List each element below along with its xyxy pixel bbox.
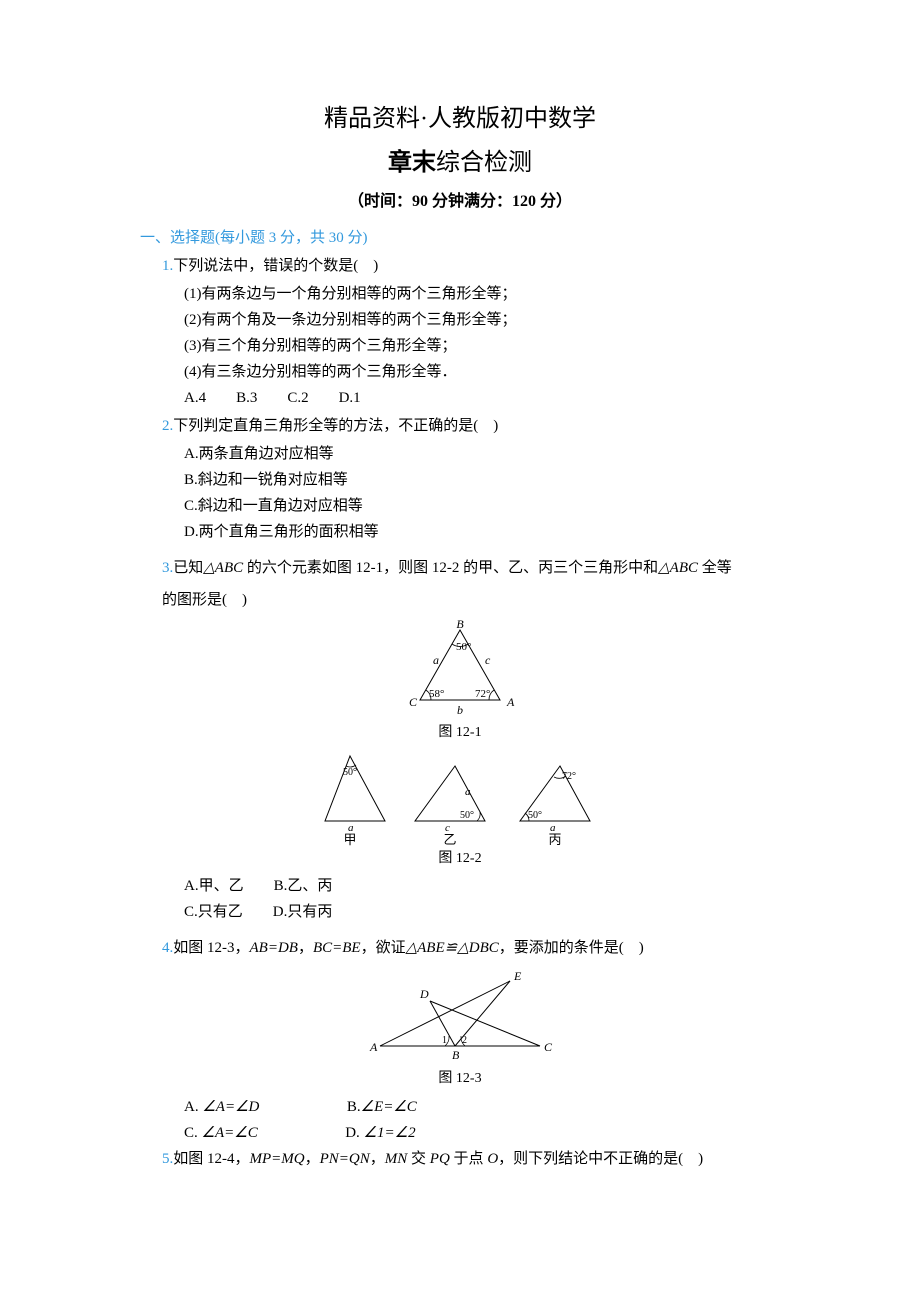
fig2-bing-50: 50° — [528, 810, 542, 821]
fig3-C: C — [544, 1040, 553, 1054]
question-2: 2.下列判定直角三角形全等的方法，不正确的是( ) — [162, 414, 780, 438]
q3-abc2: △ABC — [658, 560, 698, 576]
fig3-D: D — [419, 987, 429, 1001]
fig1-label-B: B — [456, 620, 464, 631]
fig1-label-c: c — [485, 653, 491, 667]
q1-sub1: (1)有两条边与一个角分别相等的两个三角形全等； — [184, 282, 780, 306]
q5-mpmq: MP=MQ — [250, 1151, 305, 1167]
header-line2-bold: 章末 — [388, 150, 436, 176]
q3-stem-post: 全等 — [698, 560, 732, 576]
q4-c2: ，欲证 — [361, 940, 406, 956]
q3-options-row2: C.只有乙 D.只有丙 — [184, 900, 780, 924]
q5-mn: MN — [385, 1151, 408, 1167]
q5-pre: 如图 12-4， — [173, 1151, 249, 1167]
q2-stem: 下列判定直角三角形全等的方法，不正确的是( ) — [173, 418, 498, 434]
section-1-heading: 一、选择题(每小题 3 分，共 30 分) — [140, 226, 780, 250]
q1-stem: 下列说法中，错误的个数是( ) — [173, 258, 378, 274]
q4-optB-pre: B. — [347, 1099, 361, 1115]
q4-number: 4. — [162, 940, 173, 956]
fig2-jia-50: 50° — [343, 767, 357, 778]
figure-12-1-caption: 图 12-1 — [140, 722, 780, 744]
fig2-yi-label: 乙 — [443, 832, 456, 846]
fig1-ang72: 72° — [475, 688, 490, 700]
q4-optA: ∠A=∠D — [202, 1099, 259, 1115]
q4-optC-pre: C. — [184, 1125, 202, 1141]
q4-optD: ∠1=∠2 — [364, 1125, 416, 1141]
figure-12-3-caption: 图 12-3 — [140, 1068, 780, 1090]
fig2-bing-label: 丙 — [548, 832, 561, 846]
header-time: （时间：90 分钟满分：120 分） — [140, 189, 780, 215]
q3-optC: C.只有乙 — [184, 904, 243, 920]
q2-number: 2. — [162, 418, 173, 434]
q2-option-d: D.两个直角三角形的面积相等 — [184, 520, 780, 544]
q3-optD: D.只有丙 — [273, 904, 333, 920]
q1-number: 1. — [162, 258, 173, 274]
q4-optB: ∠E=∠C — [361, 1099, 417, 1115]
q5-c1: ， — [305, 1151, 320, 1167]
figure-12-1: B A C a c b 50° 58° 72° 图 12-1 — [140, 620, 780, 744]
q5-post: ，则下列结论中不正确的是( ) — [498, 1151, 703, 1167]
q3-optA: A.甲、乙 — [184, 878, 244, 894]
q2-option-c: C.斜边和一直角边对应相等 — [184, 494, 780, 518]
q2-option-b: B.斜边和一锐角对应相等 — [184, 468, 780, 492]
question-1: 1.下列说法中，错误的个数是( ) — [162, 254, 780, 278]
q4-pre: 如图 12-3， — [173, 940, 249, 956]
q5-pnqn: PN=QN — [320, 1151, 370, 1167]
q4-optD-pre: D. — [345, 1125, 363, 1141]
fig3-B: B — [452, 1048, 460, 1062]
q5-c2: ， — [370, 1151, 385, 1167]
q4-optA-pre: A. — [184, 1099, 202, 1115]
q3-stem-mid: 的六个元素如图 12-1，则图 12-2 的甲、乙、丙三个三角形中和 — [243, 560, 658, 576]
fig2-yi-50: 50° — [460, 810, 474, 821]
q5-mid: 交 — [407, 1151, 430, 1167]
q1-options: A.4 B.3 C.2 D.1 — [184, 386, 780, 410]
fig3-E: E — [513, 969, 522, 983]
fig2-yi-a: a — [465, 786, 471, 798]
q3-stem-pre: 已知 — [173, 560, 203, 576]
fig3-A: A — [369, 1040, 378, 1054]
q4-bcbe: BC=BE — [313, 940, 361, 956]
q2-option-a: A.两条直角边对应相等 — [184, 442, 780, 466]
q5-pq: PQ — [430, 1151, 450, 1167]
q3-number: 3. — [162, 560, 173, 576]
fig1-label-b: b — [457, 703, 463, 717]
q4-abdb: AB=DB — [250, 940, 298, 956]
fig2-bing-72: 72° — [562, 771, 576, 782]
q4-optC: ∠A=∠C — [202, 1125, 258, 1141]
question-4: 4.如图 12-3，AB=DB，BC=BE，欲证△ABE≌△DBC，要添加的条件… — [162, 936, 780, 960]
fig1-ang50: 50° — [456, 641, 471, 653]
header-line1: 精品资料·人教版初中数学 — [140, 100, 780, 138]
fig1-label-A: A — [506, 695, 515, 709]
question-3: 3.已知△ABC 的六个元素如图 12-1，则图 12-2 的甲、乙、丙三个三角… — [162, 556, 780, 580]
q1-sub3: (3)有三个角分别相等的两个三角形全等； — [184, 334, 780, 358]
fig1-label-a: a — [433, 653, 439, 667]
figure-12-2: 50° a 甲 a c 50° 乙 72° 50° a 丙 图 12-2 — [140, 751, 780, 870]
q1-sub4: (4)有三条边分别相等的两个三角形全等． — [184, 360, 780, 384]
header-line2-rest: 综合检测 — [436, 150, 532, 176]
q5-mid2: 于点 — [450, 1151, 488, 1167]
header-line2: 章末综合检测 — [140, 144, 780, 182]
figure-12-2-caption: 图 12-2 — [140, 848, 780, 870]
q3-abc: △ABC — [203, 560, 243, 576]
fig3-2: 2 — [462, 1035, 467, 1046]
q5-O: O — [487, 1151, 498, 1167]
q3-optB: B.乙、丙 — [274, 878, 333, 894]
fig2-jia-label: 甲 — [343, 832, 356, 846]
q5-number: 5. — [162, 1151, 173, 1167]
fig1-label-C: C — [409, 695, 418, 709]
q4-options-row2: C. ∠A=∠C D. ∠1=∠2 — [184, 1121, 780, 1145]
q1-sub2: (2)有两个角及一条边分别相等的两个三角形全等； — [184, 308, 780, 332]
q3-stem-line2: 的图形是( ) — [162, 588, 780, 612]
q4-options-row1: A. ∠A=∠D B.∠E=∠C — [184, 1095, 780, 1119]
q4-c1: ， — [298, 940, 313, 956]
q4-tri: △ABE≌△DBC — [406, 940, 499, 956]
q4-post: ，要添加的条件是( ) — [499, 940, 644, 956]
q3-options-row1: A.甲、乙 B.乙、丙 — [184, 874, 780, 898]
question-5: 5.如图 12-4，MP=MQ，PN=QN，MN 交 PQ 于点 O，则下列结论… — [162, 1147, 780, 1171]
figure-12-3: A B C D E 1 2 图 12-3 — [140, 966, 780, 1090]
